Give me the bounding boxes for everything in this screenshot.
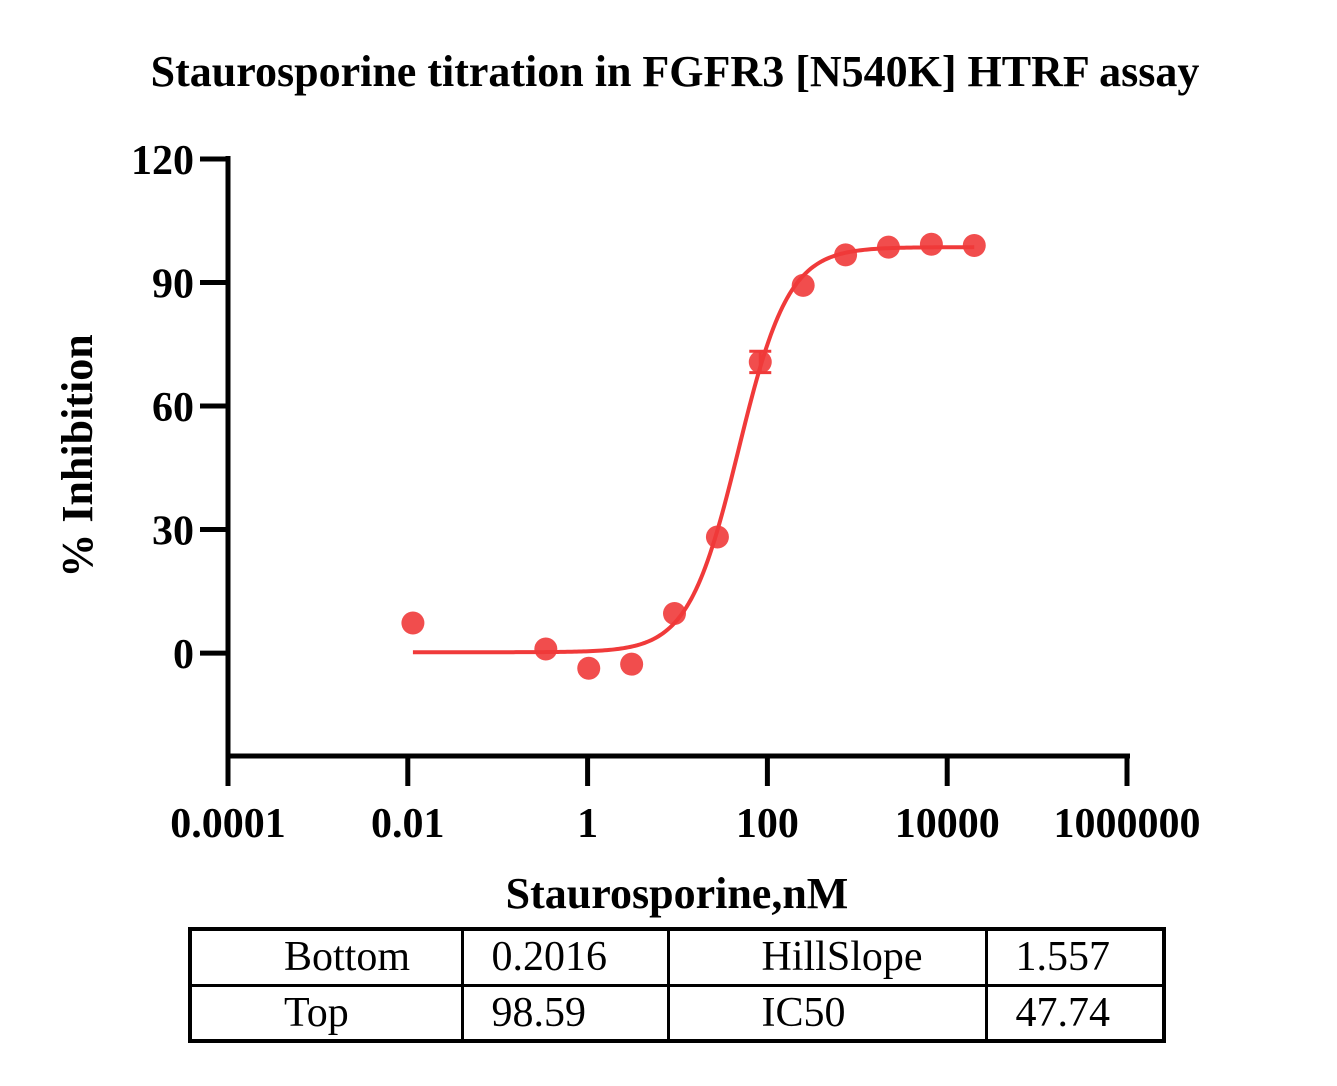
data-point — [620, 652, 644, 676]
x-tick-label: 1000000 — [1054, 801, 1201, 847]
y-tick-label: 30 — [152, 509, 194, 555]
param-value-hillslope: 1.557 — [984, 927, 1166, 987]
data-point — [876, 235, 900, 259]
data-point — [401, 611, 425, 635]
param-label-hillslope: HillSlope — [666, 927, 988, 987]
fit-parameters-table: Bottom 0.2016 HillSlope 1.557 Top 98.59 … — [188, 927, 1166, 1043]
x-tick-label: 100 — [736, 801, 799, 847]
x-axis-label: Staurosporine,nM — [506, 869, 849, 918]
y-tick-label: 0 — [173, 632, 194, 678]
data-point — [962, 233, 986, 257]
table-row: Top 98.59 IC50 47.74 — [188, 983, 1166, 1043]
table-row: Bottom 0.2016 HillSlope 1.557 — [188, 927, 1166, 987]
x-tick-label: 10000 — [895, 801, 1000, 847]
x-axis-ticks: 0.0001 0.01 1 100 10000 1000000 — [170, 756, 1201, 847]
y-tick-label: 120 — [131, 138, 194, 184]
param-value-ic50: 47.74 — [984, 983, 1166, 1043]
chart-title: Staurosporine titration in FGFR3 [N540K]… — [151, 47, 1200, 96]
param-label-ic50: IC50 — [666, 983, 988, 1043]
data-point — [705, 525, 729, 549]
x-tick-label: 0.0001 — [170, 801, 286, 847]
param-value-top: 98.59 — [460, 983, 670, 1043]
y-tick-label: 60 — [152, 385, 194, 431]
data-point — [919, 232, 943, 256]
data-points — [401, 232, 986, 680]
param-label-top: Top — [188, 983, 464, 1043]
y-tick-label: 90 — [152, 262, 194, 308]
param-label-bottom: Bottom — [188, 927, 464, 987]
data-point — [662, 602, 686, 626]
fit-curve — [412, 245, 975, 655]
data-point — [577, 656, 601, 680]
param-value-bottom: 0.2016 — [460, 927, 670, 987]
data-point — [834, 243, 858, 267]
x-tick-label: 1 — [577, 801, 598, 847]
data-point — [748, 350, 772, 374]
data-point — [791, 273, 815, 297]
x-tick-label: 0.01 — [371, 801, 445, 847]
y-axis-ticks: 0 30 60 90 120 — [131, 138, 228, 678]
data-point — [534, 637, 558, 661]
y-axis-label: % Inhibition — [53, 334, 102, 577]
